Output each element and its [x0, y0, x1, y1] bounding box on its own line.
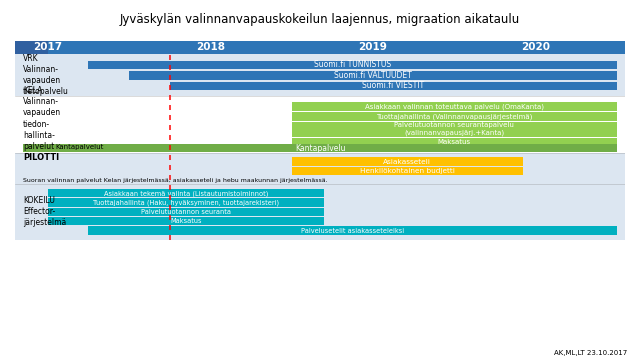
Text: Suomi.fi VALTUUDET: Suomi.fi VALTUUDET	[334, 71, 412, 80]
Text: Palvelutuotannon seuranta: Palvelutuotannon seuranta	[141, 209, 231, 215]
FancyBboxPatch shape	[47, 217, 324, 225]
FancyBboxPatch shape	[170, 82, 617, 90]
FancyBboxPatch shape	[292, 157, 522, 166]
FancyBboxPatch shape	[88, 226, 617, 235]
FancyBboxPatch shape	[15, 96, 625, 153]
FancyBboxPatch shape	[88, 61, 617, 69]
Text: 2017: 2017	[33, 42, 62, 52]
FancyBboxPatch shape	[15, 153, 625, 184]
Text: Tuottajahallinta (Valinnanvapausjärjestelmä): Tuottajahallinta (Valinnanvapausjärjeste…	[376, 113, 532, 120]
Text: KELA
Valinnan-
vapauden
tiedon-
hallinta-
palvelut: KELA Valinnan- vapauden tiedon- hallinta…	[23, 86, 61, 151]
Text: 2018: 2018	[196, 42, 225, 52]
Text: Palvelutuotannon seurantapalvelu
(valinnanvapausjärj.+Kanta): Palvelutuotannon seurantapalvelu (valinn…	[394, 122, 514, 136]
Text: Kantapalvelu: Kantapalvelu	[295, 144, 345, 153]
FancyBboxPatch shape	[292, 122, 617, 137]
Text: AK,ML,LT 23.10.2017: AK,ML,LT 23.10.2017	[554, 350, 627, 356]
FancyBboxPatch shape	[15, 184, 625, 239]
Text: PILOTTI: PILOTTI	[23, 153, 60, 162]
FancyBboxPatch shape	[129, 71, 617, 80]
Text: Suoran valinnan palvelut Kelan järjestelmässä, asiakasseteli ja hebu maakunnan j: Suoran valinnan palvelut Kelan järjestel…	[23, 178, 328, 183]
FancyBboxPatch shape	[47, 189, 324, 198]
FancyBboxPatch shape	[292, 112, 617, 121]
Text: Asiakkaan tekemä valinta (Listautumistoiminnot): Asiakkaan tekemä valinta (Listautumistoi…	[104, 190, 268, 197]
Text: Asiakasseteli: Asiakasseteli	[383, 159, 431, 165]
FancyBboxPatch shape	[292, 102, 617, 111]
Text: Maksatus: Maksatus	[170, 218, 202, 224]
Text: Jyväskylän valinnanvapauskokeilun laajennus, migraation aikataulu: Jyväskylän valinnanvapauskokeilun laajen…	[120, 13, 520, 26]
Text: VRK
Valinnan-
vapauden
tietopalvelu: VRK Valinnan- vapauden tietopalvelu	[23, 54, 69, 96]
Text: 2020: 2020	[521, 42, 550, 52]
FancyBboxPatch shape	[23, 144, 617, 152]
FancyBboxPatch shape	[15, 41, 47, 54]
FancyBboxPatch shape	[15, 41, 625, 54]
Text: KOKEILU
Effector-
järjestelmä: KOKEILU Effector- järjestelmä	[23, 196, 67, 227]
Text: Suomi.fi TUNNISTUS: Suomi.fi TUNNISTUS	[314, 60, 391, 69]
Text: Asiakkaan valinnan toteuttava palvelu (OmaKanta): Asiakkaan valinnan toteuttava palvelu (O…	[365, 103, 544, 110]
Text: Maksatus: Maksatus	[438, 139, 471, 145]
FancyBboxPatch shape	[15, 54, 625, 96]
FancyBboxPatch shape	[292, 138, 617, 146]
Text: Tuottajahallinta (Haku, hyväksyminen, tuottajarekisteri): Tuottajahallinta (Haku, hyväksyminen, tu…	[93, 199, 279, 206]
FancyBboxPatch shape	[47, 198, 324, 207]
Text: Palvelusetelit asiakasseteleiksi: Palvelusetelit asiakasseteleiksi	[301, 228, 404, 234]
Text: Suomi.fi VIESTIT: Suomi.fi VIESTIT	[362, 81, 424, 90]
FancyBboxPatch shape	[47, 208, 324, 216]
Text: Kantapalvelut: Kantapalvelut	[56, 144, 104, 150]
Text: 2019: 2019	[358, 42, 387, 52]
FancyBboxPatch shape	[292, 167, 522, 175]
Text: Henkilökohtainen budjetti: Henkilökohtainen budjetti	[360, 168, 454, 174]
